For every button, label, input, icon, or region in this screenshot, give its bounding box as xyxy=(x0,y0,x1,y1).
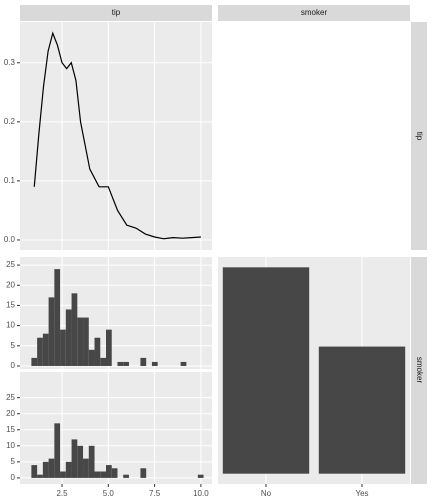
hist-bar xyxy=(42,461,49,478)
y-tick-label: 0.1 xyxy=(4,176,16,185)
y-tick-label: 5 xyxy=(11,341,16,350)
bar xyxy=(318,346,406,474)
hist-bar xyxy=(31,465,38,478)
hist-bar xyxy=(37,337,43,366)
hist-bar xyxy=(100,471,107,478)
hist-bar xyxy=(65,309,72,366)
y-tick-label: 0.3 xyxy=(4,58,16,67)
x-tick-label: 7.5 xyxy=(149,489,161,498)
hist-bar xyxy=(88,349,95,366)
hist-bar xyxy=(151,361,158,366)
hist-bar xyxy=(48,297,55,366)
x-tick-label: 2.5 xyxy=(56,489,68,498)
strip xyxy=(20,5,212,21)
hist-bar xyxy=(60,471,66,478)
strip xyxy=(411,22,427,250)
hist-bar xyxy=(197,474,204,478)
y-tick-label: 10 xyxy=(6,321,15,330)
y-tick-label: 0.2 xyxy=(4,117,16,126)
hist-bar xyxy=(100,357,107,366)
hist-bar xyxy=(106,329,112,366)
y-tick-label: 25 xyxy=(6,393,15,402)
hist-bar xyxy=(140,357,147,366)
panel xyxy=(20,22,212,250)
hist-bar xyxy=(48,458,55,478)
hist-bar xyxy=(111,468,118,478)
hist-bar xyxy=(106,465,112,478)
hist-bar xyxy=(54,423,61,478)
y-tick-label: 10 xyxy=(6,441,15,450)
hist-bar xyxy=(71,293,78,366)
strip xyxy=(411,257,427,484)
hist-bar xyxy=(123,474,129,478)
hist-bar xyxy=(180,361,187,366)
hist-bar xyxy=(88,445,95,478)
hist-bar xyxy=(71,439,78,478)
hist-bar xyxy=(140,468,147,478)
y-tick-label: 0 xyxy=(11,361,16,370)
hist-bar xyxy=(94,337,101,366)
y-tick-label: 0 xyxy=(11,473,16,482)
hist-bar xyxy=(42,333,49,366)
hist-bar xyxy=(77,317,84,366)
x-tick-label: No xyxy=(261,489,272,498)
y-tick-label: 20 xyxy=(6,280,15,289)
hist-bar xyxy=(60,329,66,366)
hist-bar xyxy=(94,471,101,478)
strip xyxy=(218,5,410,21)
x-tick-label: 10.0 xyxy=(193,489,209,498)
hist-bar xyxy=(117,361,124,366)
y-tick-label: 20 xyxy=(6,409,15,418)
bar xyxy=(222,267,310,474)
x-tick-label: Yes xyxy=(355,489,368,498)
hist-bar xyxy=(83,458,89,478)
density-line xyxy=(33,31,201,240)
hist-bar xyxy=(54,269,61,366)
hist-bar xyxy=(77,445,84,478)
y-tick-label: 15 xyxy=(6,301,15,310)
hist-bar xyxy=(31,357,38,366)
hist-bar xyxy=(65,461,72,478)
y-tick-label: 0.0 xyxy=(4,235,16,244)
hist-bar xyxy=(37,474,43,478)
strip-label: tip xyxy=(112,8,121,17)
y-tick-label: 15 xyxy=(6,425,15,434)
strip-label: smoker xyxy=(415,357,424,384)
strip-label: smoker xyxy=(301,8,328,17)
hist-bar xyxy=(83,317,89,366)
y-tick-label: 25 xyxy=(6,260,15,269)
y-tick-label: 5 xyxy=(11,457,16,466)
strip-label: tip xyxy=(415,132,424,141)
x-tick-label: 5.0 xyxy=(103,489,115,498)
empty-panel xyxy=(218,22,410,250)
hist-bar xyxy=(123,361,129,366)
